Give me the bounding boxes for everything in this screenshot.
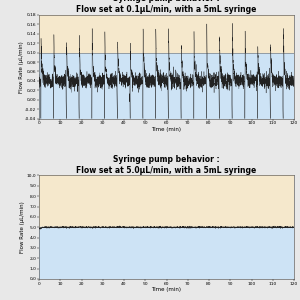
Bar [39,15,294,52]
Y-axis label: Flow Rate (μL/min): Flow Rate (μL/min) [20,201,25,253]
Bar [39,176,294,227]
X-axis label: Time (min): Time (min) [152,287,182,292]
Bar [39,227,294,279]
X-axis label: Time (min): Time (min) [152,127,182,132]
Title: Syringe pump behavior :
Flow set at 0.1μL/min, with a 5mL syringe: Syringe pump behavior : Flow set at 0.1μ… [76,0,257,14]
Title: Syringe pump behavior :
Flow set at 5.0μL/min, with a 5mL syringe: Syringe pump behavior : Flow set at 5.0μ… [76,154,256,175]
Y-axis label: Flow Rate (μL/min): Flow Rate (μL/min) [19,41,24,93]
Bar [39,52,294,119]
